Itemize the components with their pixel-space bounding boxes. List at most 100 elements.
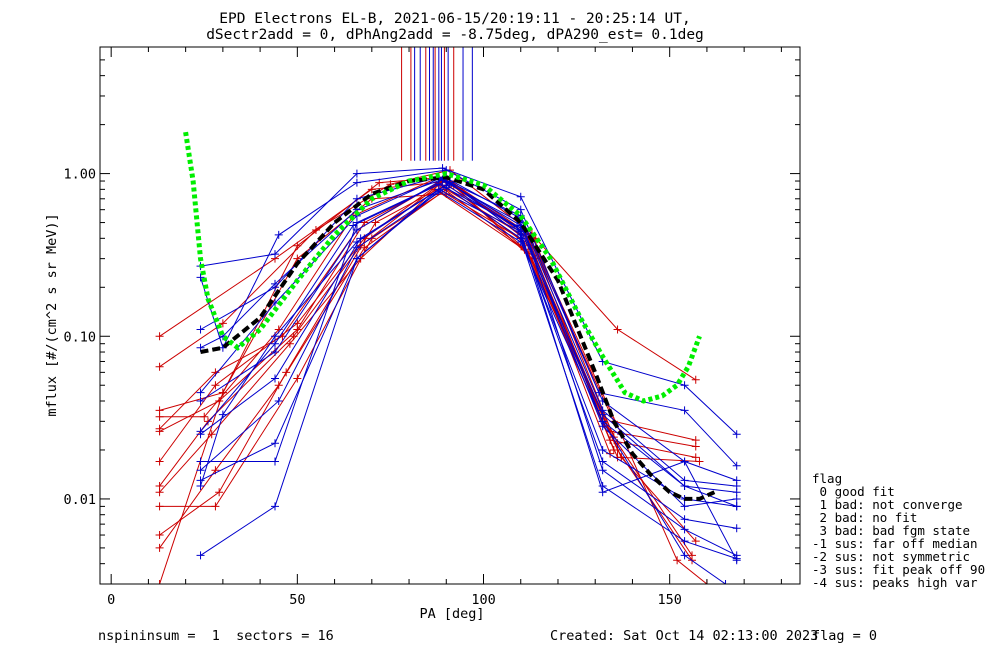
data-point [598,466,607,475]
data-point [598,417,607,426]
data-point [215,488,224,497]
model-fit-curve [183,131,702,404]
red-series-line [159,188,615,549]
red-series-line [159,180,700,462]
data-point [691,453,700,462]
data-point [155,580,164,584]
data-point [691,375,700,384]
blue-series-line [200,178,737,507]
data-point [680,502,689,511]
data-point [360,243,369,252]
data-point [155,502,164,511]
red-series-line [159,193,708,584]
data-point [155,531,164,540]
data-point [200,412,209,421]
data-point [274,381,283,390]
data-point [196,388,205,397]
data-point [732,461,741,470]
data-point [196,430,205,439]
data-point [203,417,212,426]
data-point [732,430,741,439]
data-point [211,381,220,390]
data-point [293,374,302,383]
data-point [609,445,618,454]
data-point [211,502,220,511]
red-series-line [159,176,611,454]
data-point [680,482,689,491]
data-point [352,169,361,178]
data-point [271,457,279,466]
data-point [352,237,361,246]
data-point [617,453,626,462]
data-point [680,381,689,390]
axes: 0 50 100 150 0.01 0.10 1.00 [63,46,800,608]
x-tick-label: 150 [657,592,681,608]
data-point [155,412,164,421]
plot-frame [99,46,801,585]
data-point [352,218,361,227]
data-point [680,525,689,534]
red-series-line [159,180,696,381]
legend-item: 0 good fit [812,484,895,499]
x-axis-label: PA [deg] [419,606,484,622]
x-tick-label: 50 [289,592,305,608]
data-point [218,410,227,419]
data-series [155,47,741,584]
data-point [442,181,451,190]
data-point [196,273,205,282]
data-point [732,524,741,533]
data-point [155,457,164,466]
data-point [673,556,682,565]
data-point [516,192,525,201]
legend-item: 1 bad: not converge [812,497,963,512]
y-tick-label: 1.00 [63,167,96,183]
data-point [732,494,741,503]
data-point [155,543,164,552]
legend-item: -3 sus: fit peak off 90 [812,562,985,577]
footer-spin-info: nspininsum = 1 sectors = 16 [98,628,334,644]
data-point [271,348,279,357]
data-point [680,551,689,560]
data-point [606,449,615,458]
data-point [155,427,164,436]
blue-series-line [200,183,737,556]
legend-item: 2 bad: no fit [812,510,917,525]
y-tick-label: 0.01 [63,492,96,508]
footer-flag: flag = 0 [812,628,877,644]
data-point [196,466,205,475]
data-point [271,339,279,348]
blue-series-line [200,190,726,584]
legend-item: -1 sus: far off median [812,536,978,551]
data-point [196,551,205,560]
data-point [721,580,730,584]
data-point [271,439,279,448]
data-point [680,515,689,524]
red-series-line [159,188,693,556]
data-point [371,218,380,227]
data-point [274,230,283,239]
data-point [155,488,164,497]
data-point [680,457,689,466]
chart-title-line1: EPD Electrons EL-B, 2021-06-15/20:19:11 … [219,11,690,27]
data-point [218,319,227,328]
red-series-line [159,182,696,447]
legend-item: 3 bad: bad fgm state [812,523,970,538]
data-point [598,488,607,497]
data-point [691,537,700,546]
footer-created: Created: Sat Oct 14 02:13:00 2023 [550,628,818,644]
data-point [271,279,279,288]
data-point [271,374,279,383]
data-point [695,457,704,466]
legend-title: flag [812,471,842,486]
data-point [691,442,700,451]
blue-series-line [200,178,737,493]
data-point [352,178,361,187]
data-point [285,339,294,348]
y-tick-label: 0.10 [63,329,96,345]
data-point [274,396,283,405]
data-point [155,362,164,371]
blue-series-line [200,188,738,561]
data-point [434,187,443,196]
data-point [598,445,607,454]
data-point [196,482,205,491]
